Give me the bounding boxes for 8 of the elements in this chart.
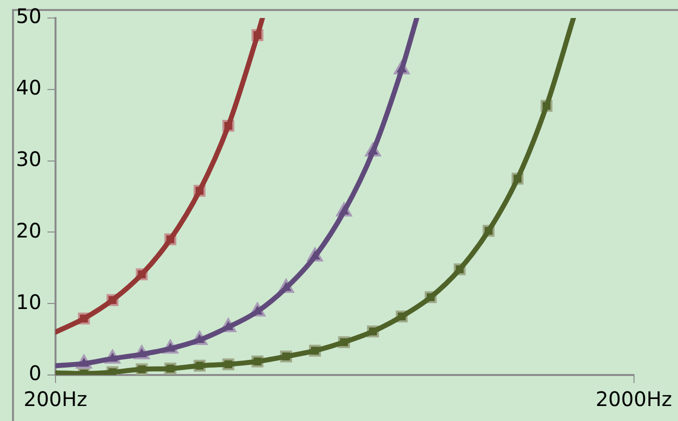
x-tick-label: 200Hz [24,387,88,412]
y-tick-label: 20 [16,218,42,242]
x-tick-label: 2000Hz [596,387,672,412]
y-tick-label: 40 [16,76,42,100]
y-tick-label: 0 [28,361,42,386]
y-tick-label: 30 [16,147,42,172]
y-tick-label: 10 [16,290,42,314]
y-tick-label: 50 [16,4,42,28]
